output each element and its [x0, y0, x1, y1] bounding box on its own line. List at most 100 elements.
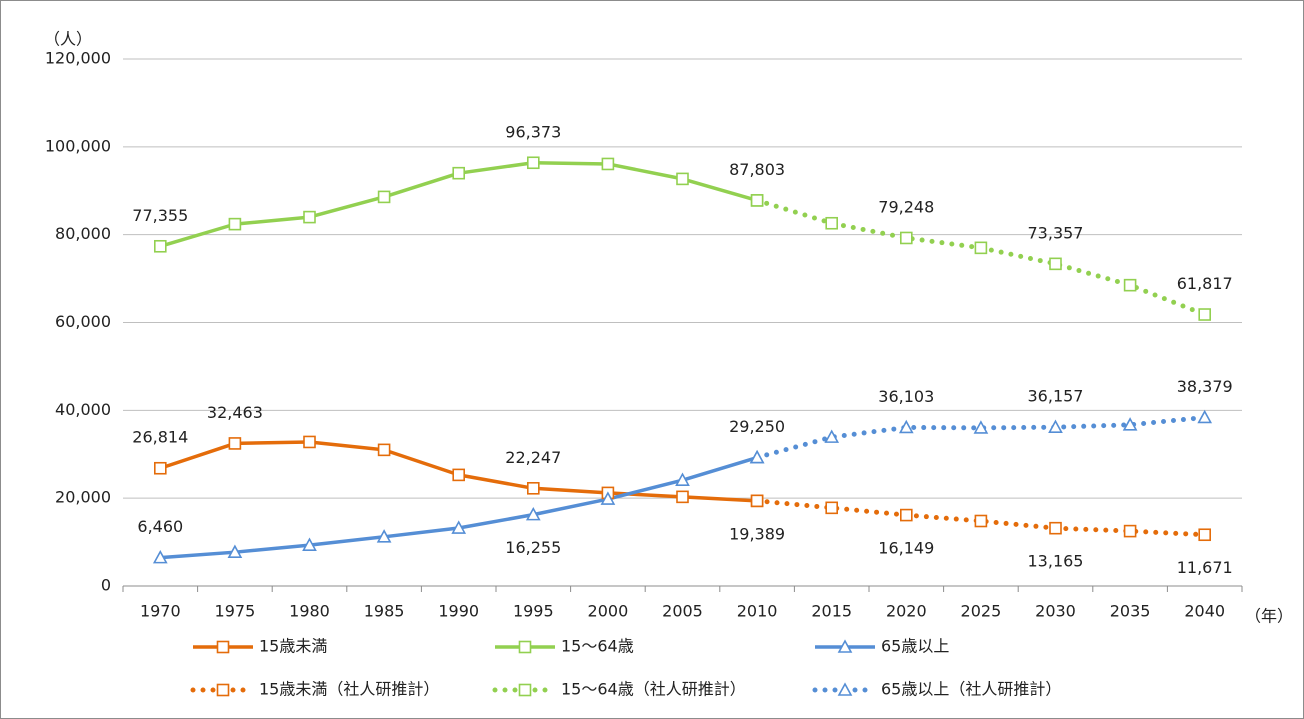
- marker: [526, 481, 540, 495]
- marker: [526, 156, 540, 170]
- y-tick-label: 20,000: [55, 488, 111, 507]
- data-label: 36,103: [878, 387, 934, 406]
- marker: [750, 194, 764, 207]
- legend-label: 15歳未満（社人研推計）: [259, 680, 439, 699]
- marker: [974, 241, 988, 255]
- marker: [749, 449, 765, 464]
- marker: [452, 166, 466, 180]
- x-tick-label: 2015: [811, 602, 852, 621]
- y-axis-unit: （人）: [44, 30, 92, 49]
- x-tick-label: 1970: [140, 602, 181, 621]
- marker: [154, 461, 167, 475]
- marker: [1122, 417, 1138, 431]
- y-tick-label: 80,000: [55, 224, 111, 243]
- data-label: 6,460: [137, 517, 183, 536]
- marker: [899, 231, 913, 245]
- marker: [216, 683, 230, 697]
- marker: [1198, 308, 1211, 321]
- data-label: 16,149: [878, 539, 934, 558]
- x-tick-label: 1980: [289, 602, 330, 621]
- y-tick-label: 120,000: [45, 49, 111, 68]
- data-label: 16,255: [505, 538, 561, 557]
- x-tick-label: 1990: [438, 602, 479, 621]
- marker: [518, 683, 532, 697]
- x-tick-label: 1995: [513, 602, 554, 621]
- marker: [216, 640, 230, 654]
- marker: [1048, 419, 1063, 434]
- marker: [973, 420, 989, 434]
- marker: [825, 501, 839, 515]
- marker: [303, 210, 316, 224]
- data-label: 22,247: [505, 448, 561, 467]
- marker: [154, 239, 167, 253]
- marker: [525, 506, 541, 521]
- marker: [303, 435, 316, 449]
- marker: [676, 490, 689, 504]
- marker: [898, 419, 914, 434]
- legend-label: 65歳以上（社人研推計）: [881, 680, 1061, 699]
- marker: [974, 514, 988, 528]
- x-tick-label: 2040: [1184, 602, 1225, 621]
- marker: [152, 549, 168, 564]
- data-label: 73,357: [1028, 223, 1084, 242]
- marker: [1049, 521, 1062, 535]
- data-label: 19,389: [729, 524, 785, 543]
- marker: [601, 157, 615, 171]
- marker: [377, 190, 391, 204]
- marker: [452, 468, 466, 482]
- x-axis-unit: （年）: [1245, 607, 1293, 626]
- data-label: 32,463: [207, 403, 263, 422]
- marker: [377, 443, 391, 457]
- marker: [451, 520, 467, 534]
- data-label: 13,165: [1028, 552, 1084, 571]
- marker: [228, 437, 242, 450]
- y-tick-label: 100,000: [45, 136, 111, 155]
- marker: [675, 472, 690, 486]
- marker: [824, 429, 840, 443]
- data-label: 79,248: [878, 197, 934, 216]
- data-label: 96,373: [505, 122, 561, 141]
- x-tick-label: 2025: [961, 602, 1002, 621]
- data-label: 77,355: [132, 206, 188, 225]
- x-tick-label: 2030: [1035, 602, 1076, 621]
- data-label: 38,379: [1177, 377, 1233, 396]
- marker: [1198, 528, 1211, 542]
- x-tick-label: 2020: [886, 602, 927, 621]
- marker: [600, 491, 616, 505]
- marker: [1123, 278, 1137, 292]
- data-label: 61,817: [1177, 274, 1233, 293]
- marker: [1049, 257, 1062, 271]
- legend-label: 15〜64歳（社人研推計）: [561, 680, 746, 699]
- x-tick-label: 2000: [588, 602, 629, 621]
- data-label: 36,157: [1028, 387, 1084, 406]
- x-tick-label: 1975: [215, 602, 256, 621]
- x-tick-label: 2035: [1110, 602, 1151, 621]
- legend-label: 15歳未満: [259, 637, 327, 656]
- marker: [376, 529, 392, 543]
- marker: [228, 217, 242, 231]
- marker: [825, 216, 839, 230]
- x-tick-label: 2010: [737, 602, 778, 621]
- y-tick-label: 0: [101, 576, 111, 595]
- marker: [1123, 524, 1137, 538]
- marker: [227, 544, 243, 558]
- y-tick-label: 40,000: [55, 400, 111, 419]
- marker: [676, 172, 689, 186]
- data-label: 11,671: [1177, 558, 1233, 577]
- marker: [750, 494, 764, 508]
- legend-label: 15〜64歳: [561, 637, 634, 656]
- marker: [837, 682, 853, 696]
- marker: [837, 639, 853, 653]
- data-label: 29,250: [729, 417, 785, 436]
- x-tick-label: 2005: [662, 602, 703, 621]
- x-tick-label: 1985: [364, 602, 405, 621]
- marker: [1197, 409, 1213, 424]
- data-label: 87,803: [729, 160, 785, 179]
- marker: [899, 508, 913, 522]
- legend-label: 65歳以上: [881, 637, 949, 656]
- data-label: 26,814: [132, 428, 188, 447]
- marker: [518, 640, 532, 654]
- marker: [302, 537, 317, 551]
